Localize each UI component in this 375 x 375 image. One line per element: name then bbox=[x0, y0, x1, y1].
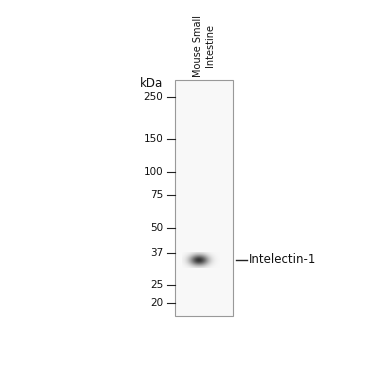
Text: 150: 150 bbox=[143, 134, 163, 144]
Bar bbox=[175, 80, 233, 316]
Text: 25: 25 bbox=[150, 280, 163, 290]
Text: Intelectin-1: Intelectin-1 bbox=[249, 254, 316, 266]
Text: 50: 50 bbox=[150, 224, 163, 234]
Text: 20: 20 bbox=[150, 298, 163, 308]
Text: 75: 75 bbox=[150, 190, 163, 200]
Text: kDa: kDa bbox=[140, 77, 163, 90]
Text: 100: 100 bbox=[144, 167, 163, 177]
Text: 250: 250 bbox=[143, 92, 163, 102]
Text: Mouse Small
Intestine: Mouse Small Intestine bbox=[193, 15, 214, 77]
Text: 37: 37 bbox=[150, 248, 163, 258]
